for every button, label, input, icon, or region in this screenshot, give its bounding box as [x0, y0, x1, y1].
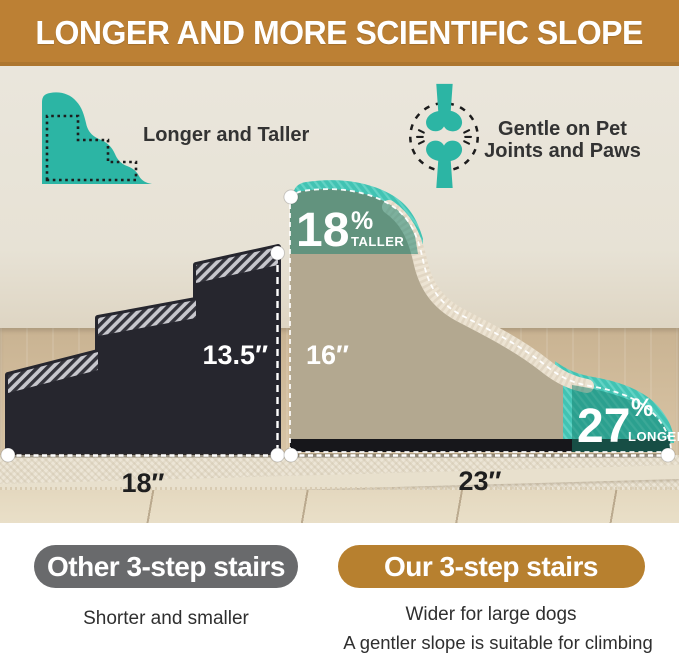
longer-badge: 27 % LONGER — [577, 394, 679, 453]
gentle-label-line2: Joints and Paws — [484, 140, 641, 162]
longer-overlay — [572, 385, 671, 452]
other-stairs-pill: Other 3-step stairs — [34, 545, 298, 588]
impact-marks — [415, 129, 473, 145]
other-pill-label: Other 3-step stairs — [47, 550, 285, 582]
other-stairs-column: Other 3-step stairs Shorter and smaller — [0, 523, 332, 657]
measurement-lines — [0, 189, 676, 463]
our-stairs-caption-2: A gentler slope is suitable for climbing — [343, 632, 653, 653]
gentle-label-line1: Gentle on Pet — [498, 118, 627, 140]
wood-floor-front — [0, 490, 679, 523]
header-banner: LONGER AND MORE SCIENTIFIC SLOPE — [0, 0, 679, 66]
our-pill-label: Our 3-step stairs — [383, 550, 599, 582]
comparison-graphic: 13.5″ 16″ 18″ 23″ 18 % TALLER 27 % LONGE… — [0, 180, 679, 498]
scene: Longer and Taller Gentle on Pet Joints a… — [0, 66, 679, 523]
stairs-slope-icon — [42, 92, 152, 184]
taller-badge: 18 % TALLER — [296, 204, 404, 257]
our-stairs-column: Our 3-step stairs Wider for large dogs A… — [317, 523, 679, 657]
pet-joint-icon — [409, 83, 479, 188]
our-stairs-pill: Our 3-step stairs — [337, 545, 645, 588]
slope-dashed-outline — [289, 188, 672, 453]
footer: Other 3-step stairs Shorter and smaller … — [0, 523, 679, 657]
our-width-label: 23″ — [459, 466, 502, 496]
longer-badge-value: 27 — [577, 400, 630, 453]
feature-gentle-joints-label: Gentle on Pet Joints and Paws — [470, 118, 655, 162]
other-stairs-shape — [5, 244, 281, 455]
taller-badge-percent: % — [351, 207, 373, 235]
inner-small-stairs-outline — [45, 114, 138, 182]
taller-badge-value: 18 — [296, 204, 349, 257]
taller-badge-caption: TALLER — [351, 234, 404, 249]
our-stairs-caption-1: Wider for large dogs — [405, 604, 577, 625]
our-stairs-shape — [289, 180, 674, 453]
other-height-label: 13.5″ — [203, 340, 269, 370]
bone-shapes — [426, 83, 463, 188]
measurement-dots — [0, 189, 676, 463]
our-height-label: 16″ — [306, 340, 349, 370]
taller-overlay — [290, 189, 418, 254]
other-width-label: 18″ — [122, 468, 165, 498]
longer-badge-caption: LONGER — [628, 429, 679, 444]
feature-longer-taller-label: Longer and Taller — [143, 124, 310, 146]
page-title: LONGER AND MORE SCIENTIFIC SLOPE — [35, 14, 644, 51]
longer-badge-percent: % — [631, 394, 653, 422]
other-stairs-caption: Shorter and smaller — [83, 608, 249, 629]
